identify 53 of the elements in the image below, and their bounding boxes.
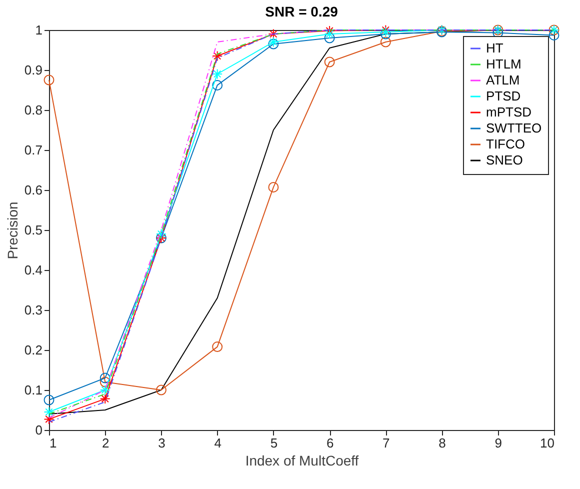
x-tick-label: 6 [326,436,334,450]
x-tick-label: 4 [214,436,222,450]
point [100,394,110,404]
point [100,376,110,388]
point [44,406,54,418]
x-tick-label: 7 [382,436,390,450]
y-tick-label: 0.6 [24,182,42,198]
legend-label: HT [486,40,504,56]
point [324,32,335,44]
y-tick-label: 0.3 [24,302,42,318]
point [324,56,335,68]
point [212,50,223,62]
y-tick-label: 0.7 [24,142,42,158]
y-tick-label: 0.4 [24,262,42,278]
legend-label: SWTTEO [486,120,542,136]
y-tick-label: 0 [35,422,42,438]
point [212,80,223,90]
point [268,182,279,192]
y-tick-label: 0.5 [24,222,42,238]
legend-label: ATLM [486,72,520,88]
y-tick-label: 0.9 [24,62,42,78]
x-tick-label: 2 [102,436,110,450]
x-axis-title: Index of MultCoeff [245,452,359,468]
legend-label: PTSD [486,88,521,104]
x-tick-label: 9 [494,436,502,450]
legend-label: mPTSD [486,104,532,120]
legend-label: TIFCO [486,136,525,152]
point [156,228,166,240]
point [100,372,110,384]
point [100,384,110,396]
x-tick-label: 3 [158,436,166,450]
point [212,342,223,352]
legend-label: SNEO [486,152,523,168]
y-tick-label: 0.2 [24,342,42,358]
x-tick-label: 8 [438,436,446,450]
y-tick-label: 0.8 [24,102,42,118]
point [268,28,279,40]
chart-title: SNR = 0.29 [265,3,338,20]
point [324,26,335,36]
point [44,74,54,86]
y-axis-title: Precision [4,202,20,260]
x-tick-label: 1 [50,436,57,450]
point [324,28,335,40]
point [156,384,166,396]
point [380,36,391,48]
y-tick-label: 1 [35,22,42,38]
point [548,30,560,40]
x-tick-label: 5 [270,436,278,450]
legend-label: HTLM [486,56,522,72]
y-tick-label: 0.1 [24,382,42,398]
point [212,68,223,80]
x-tick-label: 10 [540,436,554,450]
point [44,394,54,406]
